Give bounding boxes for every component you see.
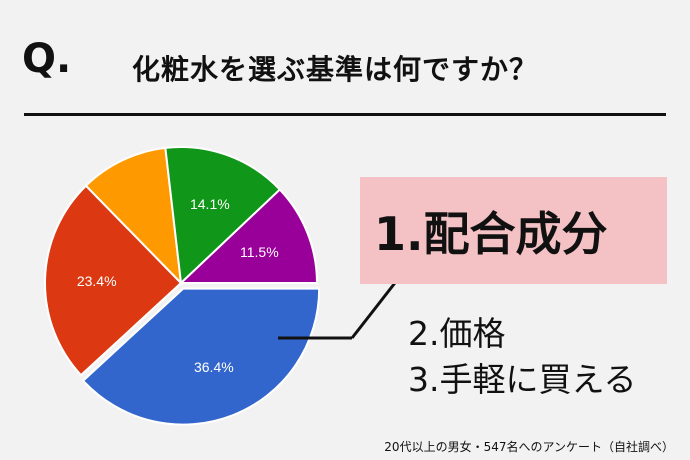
survey-source: 20代以上の男女・547名へのアンケート（自社調べ） <box>384 440 674 454</box>
pie-slice-label-1: 36.4% <box>194 359 234 375</box>
pie-slice-3 <box>84 146 183 286</box>
answer-second: 2.価格 <box>408 314 506 353</box>
answer-third: 3.手軽に買える <box>408 360 637 399</box>
pie-slice-5 <box>178 188 319 284</box>
answer-first: 1.配合成分 <box>374 207 608 261</box>
pie-slice-label-2: 23.4% <box>77 273 117 289</box>
pie-slice-1 <box>81 287 321 426</box>
pie-slice-4 <box>164 146 282 286</box>
pie-slice-label-5: 11.5% <box>240 244 279 260</box>
title-divider <box>24 113 666 116</box>
pie-slice-label-4: 14.1% <box>190 196 230 212</box>
pie-slice-2 <box>44 184 183 377</box>
question-text: 化粧水を選ぶ基準は何ですか？ <box>132 53 539 86</box>
top-answer-highlight <box>360 177 667 284</box>
question-mark: Q. <box>22 36 72 82</box>
